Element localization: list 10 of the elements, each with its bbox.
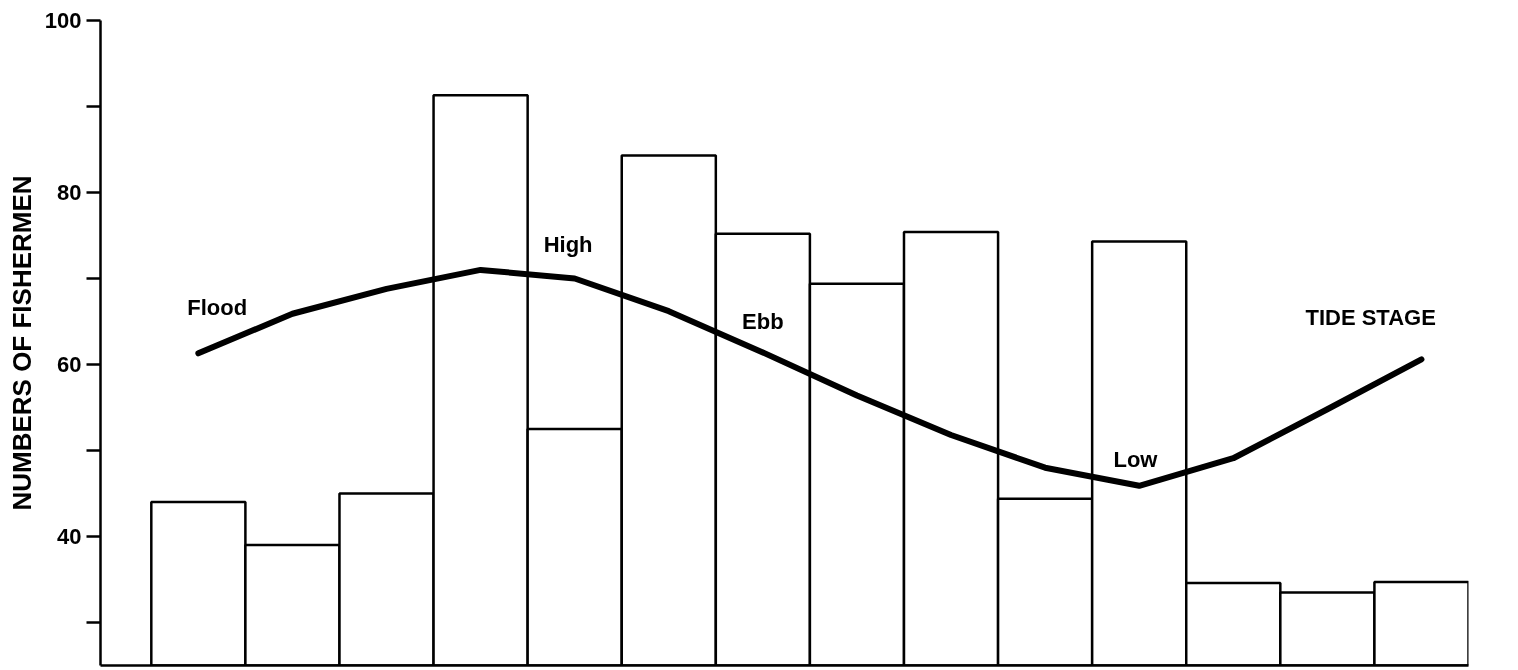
y-axis-title: NUMBERS OF FISHERMEN	[6, 175, 37, 511]
annotation: Ebb	[742, 309, 784, 334]
y-tick-label: 40	[57, 524, 82, 549]
annotation: Flood	[187, 295, 248, 321]
annotation: Low	[1113, 446, 1159, 472]
y-tick-label: 100	[44, 8, 82, 33]
y-tick-label: 80	[57, 180, 82, 205]
annotation: High	[543, 231, 593, 257]
annotation: TIDE STAGE	[1305, 304, 1436, 330]
y-tick-label: 60	[57, 352, 82, 377]
